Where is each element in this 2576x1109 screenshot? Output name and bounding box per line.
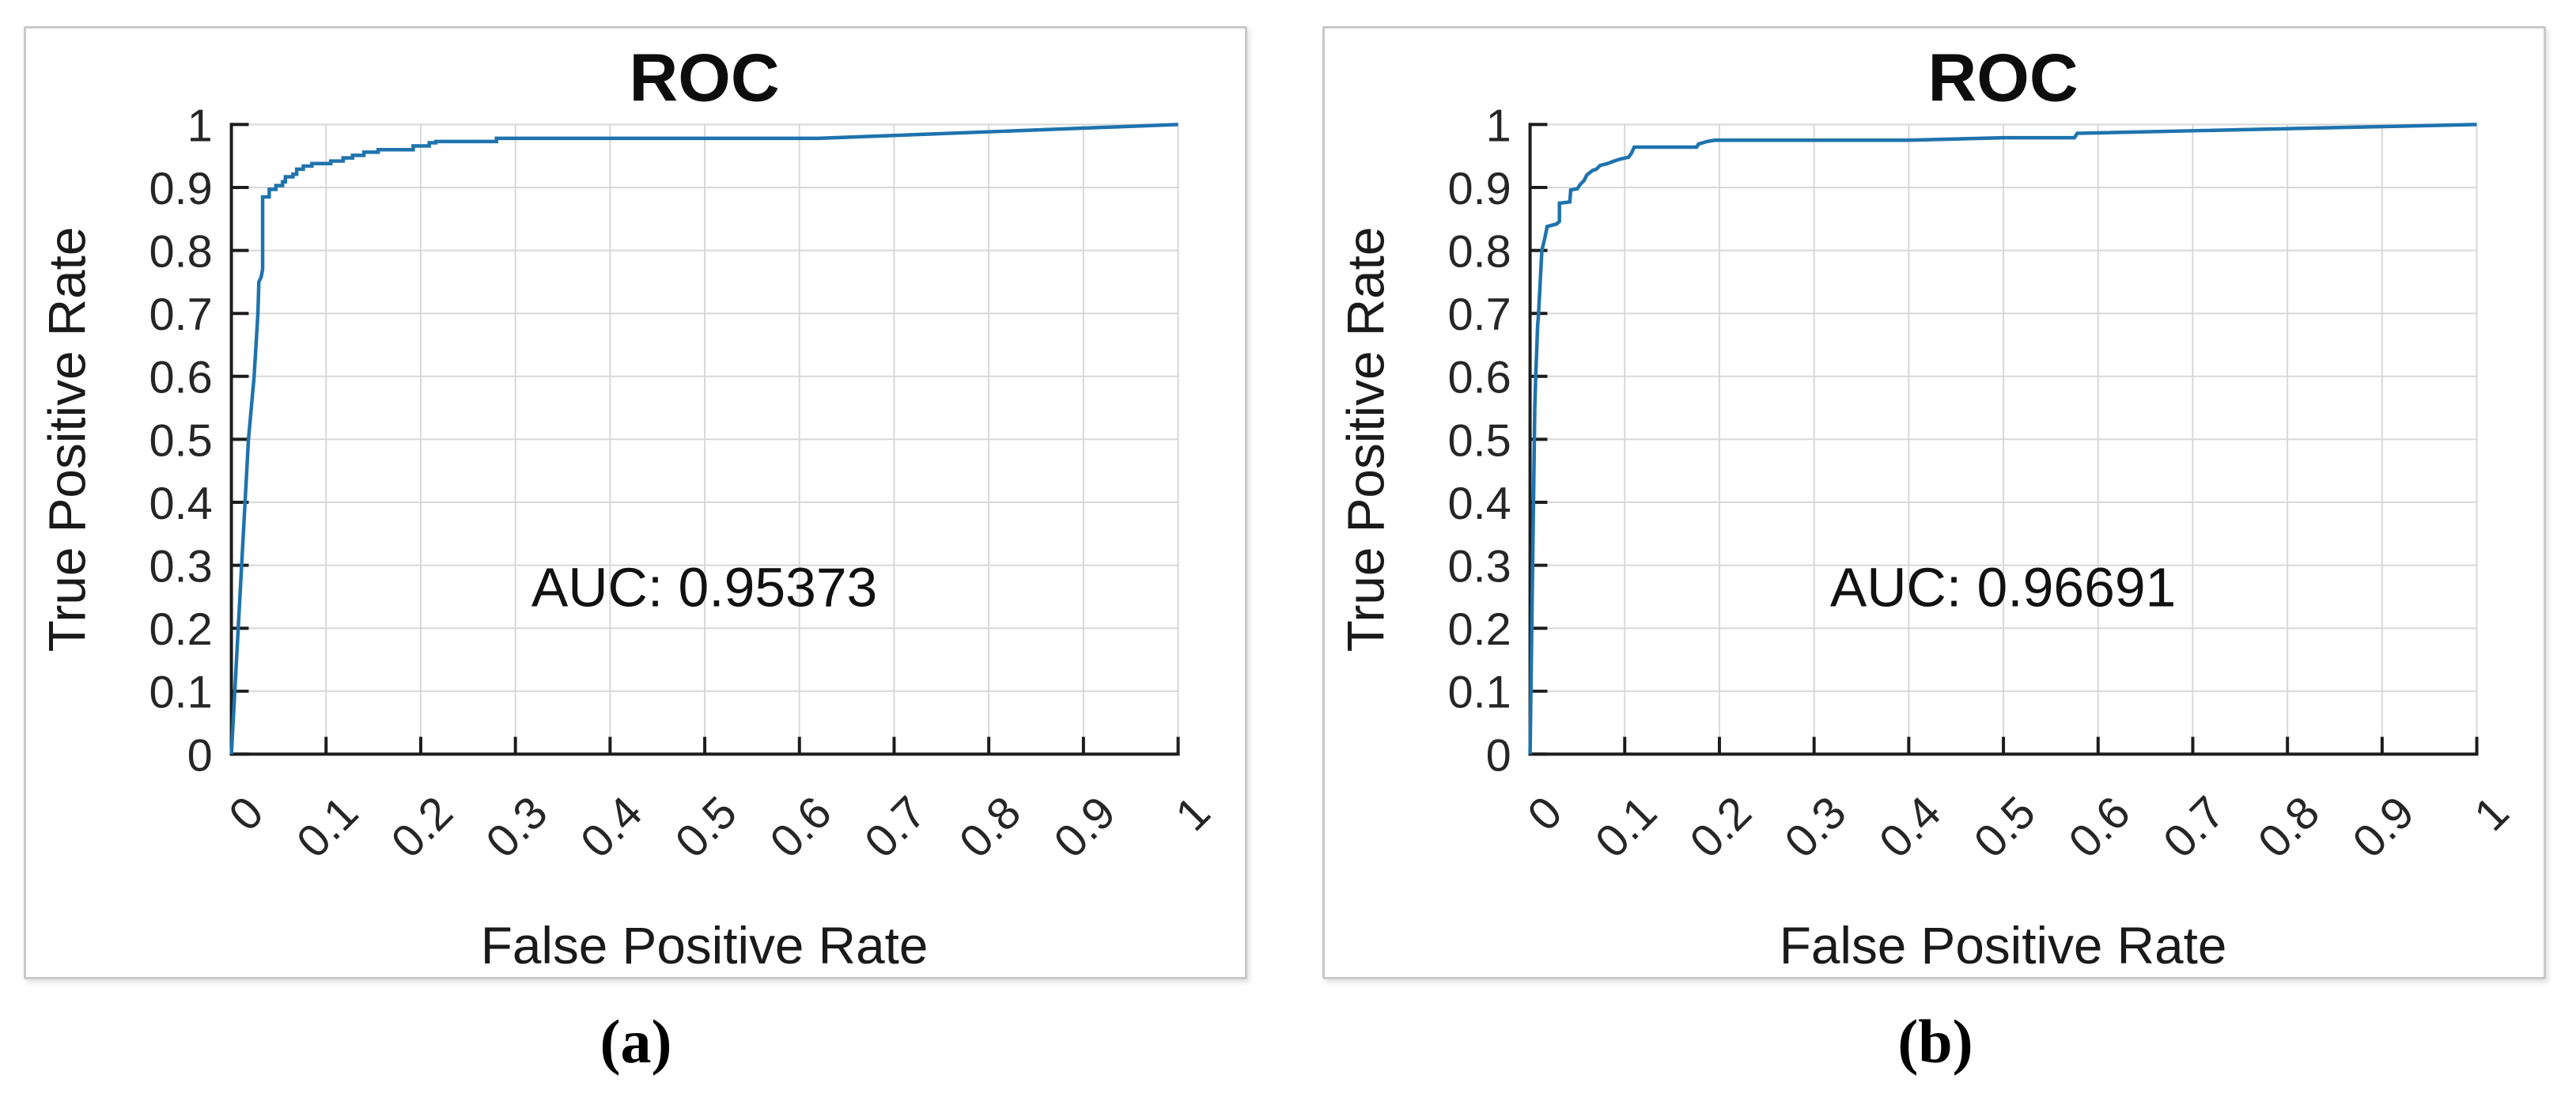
auc-annotation: AUC: 0.96691 (1830, 556, 2176, 618)
grid-layer (231, 123, 1179, 755)
y-tick-label: 0.2 (149, 604, 212, 655)
y-tick-label: 1 (187, 100, 213, 151)
y-tick-label: 0.4 (1447, 479, 1511, 529)
x-tick-label: 1 (1167, 787, 1220, 841)
y-tick-label: 0.7 (1447, 290, 1511, 340)
y-tick-label: 0.2 (1447, 604, 1511, 655)
y-tick-label: 0.3 (1447, 541, 1511, 592)
x-tick-label: 0.8 (2249, 787, 2329, 868)
y-tick-label: 0.8 (149, 226, 212, 277)
y-tick-label: 0.5 (149, 415, 212, 466)
y-tick-label: 0.9 (1447, 164, 1511, 214)
x-tick-label: 0.4 (1870, 787, 1950, 868)
y-tick-label: 0 (187, 730, 213, 781)
axis-layer (229, 123, 1180, 756)
roc-panel-a: 0 0.1 0.2 0.3 0.4 0.5 0.6 0.7 0.8 0.9 1 0 0.1 0.2 0.3 0… (24, 26, 1247, 979)
y-tick-label: 0.3 (149, 541, 212, 592)
x-tick-label: 0.3 (1776, 787, 1856, 868)
y-tick-label: 0.1 (149, 668, 212, 718)
x-axis-label: False Positive Rate (481, 917, 929, 975)
x-tick-label: 0.5 (1965, 787, 2045, 868)
x-tick-label: 0 (1519, 787, 1572, 841)
x-tick-label: 0.1 (287, 787, 368, 868)
x-tick-label: 0.5 (666, 787, 747, 868)
roc-chart-b: 00.10.20.30.40.50.60.70.80.910 0.1 0.2 0.3 0… (1337, 41, 2519, 975)
x-tick-label: 0.6 (761, 787, 842, 868)
y-axis-label: True Positive Rate (38, 227, 96, 653)
grid-layer (1530, 123, 2478, 755)
chart-title: ROC (629, 41, 779, 116)
roc-curve (1528, 123, 2477, 755)
y-tick-label: 0.9 (149, 164, 212, 214)
y-tick-label: 0.8 (1447, 226, 1511, 277)
roc-curve (229, 123, 1178, 755)
y-tick-label: 0 (1486, 730, 1511, 781)
x-tick-label: 0.3 (477, 787, 558, 868)
subfigure-caption-b: (b) (1897, 1007, 1973, 1076)
x-tick-label: 1 (2465, 787, 2519, 841)
caption-row: (a) (b) (0, 1006, 2576, 1101)
roc-curve-layer (229, 123, 1178, 755)
y-tick-label: 0.7 (149, 290, 212, 340)
x-tick-label: 0 (220, 787, 274, 841)
x-axis-label: False Positive Rate (1780, 917, 2227, 975)
x-tick-label: 0.2 (1681, 787, 1761, 868)
x-tick-label: 0.7 (855, 787, 936, 868)
x-tick-label: 0.8 (950, 787, 1031, 868)
y-tick-label: 1 (1486, 100, 1511, 151)
x-tick-label: 0.1 (1586, 787, 1666, 868)
subfigure-caption-a: (a) (600, 1007, 672, 1076)
roc-panel-b: 0 0.1 0.2 0.3 0.4 0.5 0.6 0.7 0.8 0.9 1 0 0.1 0.2 0.3 0… (1322, 26, 2546, 979)
y-tick-label: 0.5 (1447, 415, 1511, 466)
y-tick-label: 0.1 (1447, 668, 1511, 718)
x-tick-label: 0.2 (382, 787, 463, 868)
y-axis-label: True Positive Rate (1337, 227, 1394, 653)
auc-annotation: AUC: 0.95373 (531, 556, 877, 618)
y-tick-label: 0.4 (149, 479, 212, 529)
y-tick-label: 0.6 (149, 353, 212, 403)
x-tick-label: 0.9 (2343, 787, 2424, 868)
x-tick-label: 0.4 (571, 787, 652, 868)
roc-chart-a: 00.10.20.30.40.50.60.70.80.910 0.1 0.2 0.3 0… (38, 41, 1220, 975)
chart-title: ROC (1927, 41, 2078, 116)
y-tick-label: 0.6 (1447, 353, 1511, 403)
x-tick-label: 0.7 (2154, 787, 2234, 868)
roc-curve-layer (1528, 123, 2477, 755)
x-tick-label: 0.9 (1045, 787, 1125, 868)
x-tick-label: 0.6 (2060, 787, 2140, 868)
